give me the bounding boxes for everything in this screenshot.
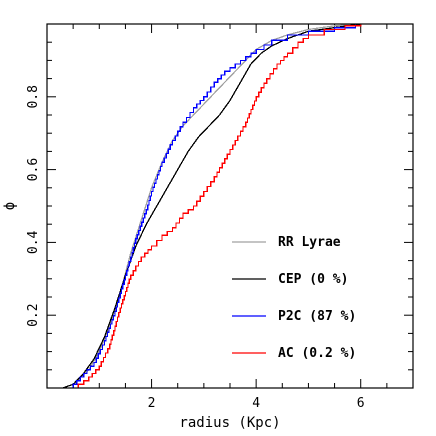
series-line-2 — [62, 23, 413, 389]
tick-labels: 2 4 6 0.2 0.4 0.6 0.8 — [26, 85, 365, 411]
series-line-1 — [62, 23, 413, 389]
y-tick-label: 0.2 — [26, 303, 41, 326]
y-tick-label: 0.8 — [26, 85, 41, 108]
legend-label: CEP (0 %) — [278, 272, 348, 287]
series-lines — [62, 23, 413, 389]
legend-label: P2C (87 %) — [278, 309, 356, 324]
series-line-0 — [62, 23, 413, 389]
x-axis-label: radius (Kpc) — [179, 415, 280, 431]
legend-label: RR Lyrae — [278, 235, 341, 250]
legend-label: AC (0.2 %) — [278, 346, 356, 361]
plot-frame — [46, 23, 414, 389]
y-tick-label: 0.6 — [26, 158, 41, 181]
y-axis-label: ϕ — [2, 202, 18, 210]
axis-ticks — [46, 23, 414, 389]
x-tick-label: 4 — [252, 396, 260, 411]
x-tick-label: 2 — [148, 396, 156, 411]
y-tick-label: 0.4 — [26, 230, 41, 254]
series-line-3 — [62, 23, 413, 389]
legend: RR Lyrae CEP (0 %) P2C (87 %) AC (0.2 %) — [232, 235, 356, 361]
x-tick-label: 6 — [357, 396, 365, 411]
